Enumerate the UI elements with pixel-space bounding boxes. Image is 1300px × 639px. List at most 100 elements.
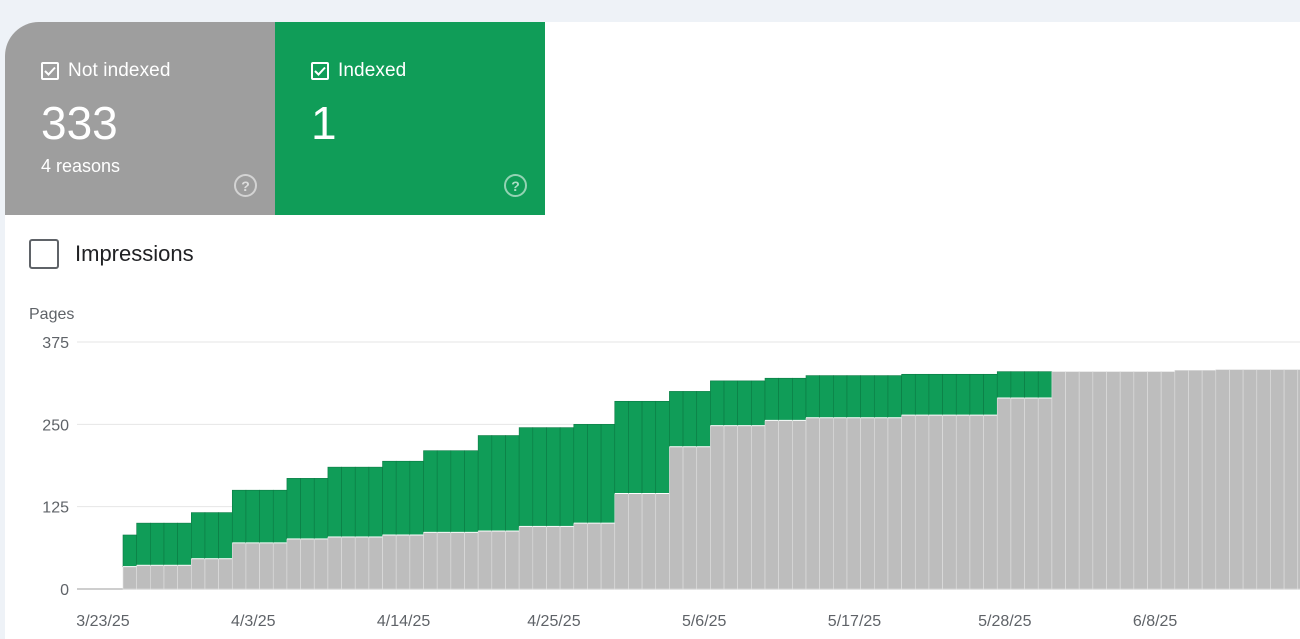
bar-not-indexed[interactable] bbox=[1229, 369, 1244, 590]
bar-not-indexed[interactable] bbox=[669, 446, 684, 590]
bar-not-indexed[interactable] bbox=[464, 532, 479, 590]
bar-not-indexed[interactable] bbox=[1256, 369, 1271, 590]
bar-not-indexed[interactable] bbox=[491, 530, 506, 590]
bar-indexed[interactable] bbox=[300, 478, 315, 540]
bar-not-indexed[interactable] bbox=[423, 532, 438, 590]
bar-not-indexed[interactable] bbox=[1188, 370, 1203, 590]
bar-indexed[interactable] bbox=[136, 522, 151, 566]
bar-not-indexed[interactable] bbox=[1270, 369, 1285, 590]
bar-indexed[interactable] bbox=[313, 478, 329, 540]
not-indexed-tile[interactable]: Not indexed 333 4 reasons ? bbox=[5, 22, 275, 215]
bar-indexed[interactable] bbox=[696, 391, 711, 448]
bar-indexed[interactable] bbox=[150, 522, 165, 566]
bar-indexed[interactable] bbox=[778, 377, 793, 421]
bar-indexed[interactable] bbox=[191, 512, 206, 560]
bar-indexed[interactable] bbox=[505, 435, 520, 532]
bar-indexed[interactable] bbox=[423, 450, 438, 533]
bar-indexed[interactable] bbox=[819, 375, 834, 419]
bar-indexed[interactable] bbox=[860, 375, 875, 419]
bar-not-indexed[interactable] bbox=[955, 414, 971, 590]
bar-indexed[interactable] bbox=[122, 534, 137, 567]
bar-not-indexed[interactable] bbox=[655, 493, 670, 590]
bar-indexed[interactable] bbox=[805, 375, 820, 419]
bar-not-indexed[interactable] bbox=[286, 538, 301, 590]
bar-not-indexed[interactable] bbox=[300, 538, 315, 590]
bar-indexed[interactable] bbox=[231, 489, 247, 544]
bar-indexed[interactable] bbox=[723, 380, 738, 426]
bar-not-indexed[interactable] bbox=[450, 532, 465, 590]
not-indexed-reasons[interactable]: 4 reasons bbox=[41, 156, 121, 176]
bar-indexed[interactable] bbox=[327, 466, 342, 538]
bar-not-indexed[interactable] bbox=[778, 420, 793, 590]
bar-not-indexed[interactable] bbox=[409, 534, 424, 590]
bar-not-indexed[interactable] bbox=[218, 558, 233, 590]
bar-indexed[interactable] bbox=[245, 489, 260, 544]
bar-indexed[interactable] bbox=[450, 450, 465, 533]
bar-indexed[interactable] bbox=[272, 489, 288, 544]
bar-not-indexed[interactable] bbox=[1283, 369, 1299, 590]
bar-indexed[interactable] bbox=[518, 427, 534, 527]
bar-indexed[interactable] bbox=[204, 512, 219, 560]
bar-not-indexed[interactable] bbox=[805, 417, 820, 590]
bar-indexed[interactable] bbox=[737, 380, 752, 426]
bar-indexed[interactable] bbox=[655, 400, 670, 494]
bar-indexed[interactable] bbox=[477, 435, 493, 532]
bar-not-indexed[interactable] bbox=[559, 526, 575, 590]
bar-not-indexed[interactable] bbox=[600, 522, 616, 590]
bar-not-indexed[interactable] bbox=[231, 542, 247, 590]
bar-not-indexed[interactable] bbox=[313, 538, 329, 590]
bar-indexed[interactable] bbox=[382, 460, 397, 536]
bar-not-indexed[interactable] bbox=[177, 564, 192, 590]
bar-not-indexed[interactable] bbox=[969, 414, 984, 590]
bar-not-indexed[interactable] bbox=[382, 534, 397, 590]
bar-not-indexed[interactable] bbox=[1242, 369, 1258, 590]
bar-indexed[interactable] bbox=[996, 371, 1012, 399]
bar-indexed[interactable] bbox=[710, 380, 725, 426]
bar-not-indexed[interactable] bbox=[1106, 371, 1121, 590]
bar-indexed[interactable] bbox=[559, 427, 575, 527]
bar-indexed[interactable] bbox=[587, 424, 602, 524]
bar-not-indexed[interactable] bbox=[928, 414, 943, 590]
bar-not-indexed[interactable] bbox=[1160, 371, 1176, 590]
bar-not-indexed[interactable] bbox=[395, 534, 411, 590]
bar-not-indexed[interactable] bbox=[245, 542, 260, 590]
bar-not-indexed[interactable] bbox=[696, 446, 711, 590]
bar-indexed[interactable] bbox=[218, 512, 233, 560]
bar-indexed[interactable] bbox=[669, 391, 684, 448]
not-indexed-checkbox[interactable] bbox=[41, 62, 59, 80]
bar-indexed[interactable] bbox=[1037, 371, 1053, 399]
bar-indexed[interactable] bbox=[914, 373, 930, 416]
bar-indexed[interactable] bbox=[286, 478, 301, 540]
indexed-checkbox[interactable] bbox=[311, 62, 329, 80]
bar-indexed[interactable] bbox=[628, 400, 643, 494]
bar-indexed[interactable] bbox=[887, 375, 902, 419]
bar-not-indexed[interactable] bbox=[914, 414, 930, 590]
bar-not-indexed[interactable] bbox=[204, 558, 219, 590]
bar-not-indexed[interactable] bbox=[136, 564, 151, 590]
bar-not-indexed[interactable] bbox=[354, 536, 370, 590]
bar-not-indexed[interactable] bbox=[1147, 371, 1162, 590]
bar-indexed[interactable] bbox=[928, 373, 943, 416]
bar-indexed[interactable] bbox=[532, 427, 547, 527]
bar-indexed[interactable] bbox=[573, 424, 588, 524]
bar-not-indexed[interactable] bbox=[1119, 371, 1135, 590]
bar-indexed[interactable] bbox=[600, 424, 616, 524]
bar-not-indexed[interactable] bbox=[792, 420, 807, 590]
bar-not-indexed[interactable] bbox=[518, 526, 534, 590]
bar-not-indexed[interactable] bbox=[737, 425, 752, 590]
bar-not-indexed[interactable] bbox=[682, 446, 698, 590]
bar-not-indexed[interactable] bbox=[1174, 370, 1189, 590]
bar-indexed[interactable] bbox=[969, 373, 984, 416]
bar-not-indexed[interactable] bbox=[819, 417, 834, 590]
bar-indexed[interactable] bbox=[354, 466, 370, 538]
bar-not-indexed[interactable] bbox=[1065, 371, 1080, 590]
bar-not-indexed[interactable] bbox=[1133, 371, 1148, 590]
pages-chart[interactable]: 375 250 125 0 3/23/25 4/3/25 4/14/25 4/25/25 5/6… bbox=[5, 22, 1300, 639]
bar-not-indexed[interactable] bbox=[833, 417, 848, 590]
bar-not-indexed[interactable] bbox=[1201, 370, 1217, 590]
bar-indexed[interactable] bbox=[764, 377, 779, 421]
help-icon[interactable]: ? bbox=[504, 174, 527, 197]
bar-not-indexed[interactable] bbox=[846, 417, 861, 590]
bar-not-indexed[interactable] bbox=[641, 493, 657, 590]
bar-indexed[interactable] bbox=[641, 400, 657, 494]
